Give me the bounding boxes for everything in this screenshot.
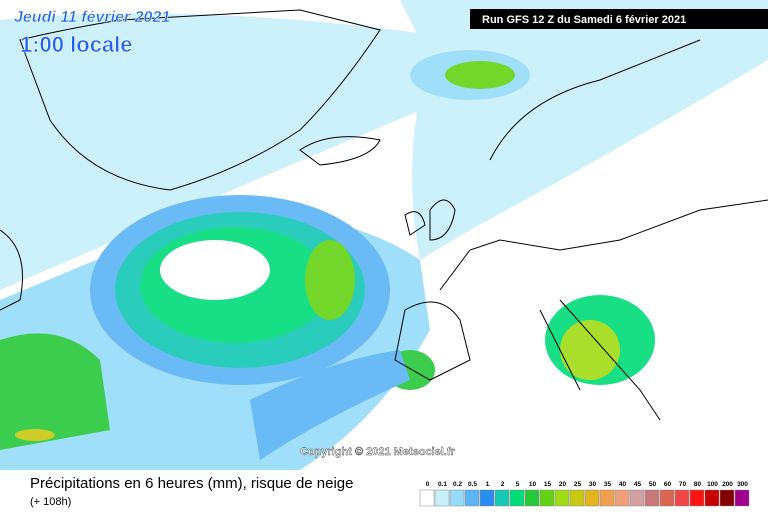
- legend-swatch: [419, 489, 435, 507]
- precipitation: [0, 0, 768, 470]
- legend-label: 70: [679, 481, 687, 488]
- legend-swatch: [674, 489, 690, 507]
- legend-label: 20: [559, 481, 567, 488]
- legend-swatch: [524, 489, 540, 507]
- legend-swatch: [494, 489, 510, 507]
- legend-label: 100: [707, 481, 718, 488]
- legend-swatch: [449, 489, 465, 507]
- legend-label: 200: [722, 481, 733, 488]
- legend-swatch: [509, 489, 525, 507]
- legend-swatch: [659, 489, 675, 507]
- legend-label: 45: [634, 481, 642, 488]
- legend-swatch: [539, 489, 555, 507]
- legend-label: 1: [486, 481, 490, 488]
- run-label: Run GFS 12 Z du Samedi 6 février 2021: [482, 14, 686, 26]
- legend-label: 0.1: [438, 481, 447, 488]
- legend-label: 30: [589, 481, 597, 488]
- legend-label: 25: [574, 481, 582, 488]
- forecast-time: 1:00 locale: [20, 32, 133, 57]
- legend-label: 10: [529, 481, 537, 488]
- legend-swatch: [434, 489, 450, 507]
- forecast-date: Jeudi 11 février 2021: [14, 9, 170, 26]
- run-box: [470, 9, 768, 29]
- legend-label: 15: [544, 481, 552, 488]
- legend-label: 0.2: [453, 481, 462, 488]
- footer-title: Précipitations en 6 heures (mm), risque …: [30, 475, 354, 492]
- legend-swatch: [584, 489, 600, 507]
- legend-swatch: [689, 489, 705, 507]
- coastlines: [0, 9, 768, 421]
- legend-swatch: [554, 489, 570, 507]
- footer-lead: (+ 108h): [30, 496, 71, 508]
- legend-swatch: [644, 489, 660, 507]
- legend-label: 40: [619, 481, 627, 488]
- legend-swatch: [599, 489, 615, 507]
- legend-swatch: [704, 489, 720, 507]
- legend-label: 2: [501, 481, 505, 488]
- legend-swatch: [614, 489, 630, 507]
- legend-swatch: [719, 489, 735, 507]
- copyright: Copyright © 2021 Meteociel.fr: [300, 446, 456, 458]
- legend-label: 50: [649, 481, 657, 488]
- legend-label: 60: [664, 481, 672, 488]
- legend-label: 80: [694, 481, 702, 488]
- legend-swatch: [479, 489, 495, 507]
- legend-swatch: [464, 489, 480, 507]
- legend-label: 0: [426, 481, 430, 488]
- legend-label: 35: [604, 481, 612, 488]
- legend-swatch: [569, 489, 585, 507]
- legend: 0 0.1 0.2 0.5 1 2 5 10 15 20 25 30 35 40 45 50 60 70 80 100…: [419, 481, 750, 507]
- legend-swatch: [734, 489, 750, 507]
- legend-label: 0.5: [468, 481, 477, 488]
- legend-label: 300: [737, 481, 748, 488]
- legend-swatch: [629, 489, 645, 507]
- legend-label: 5: [516, 481, 520, 488]
